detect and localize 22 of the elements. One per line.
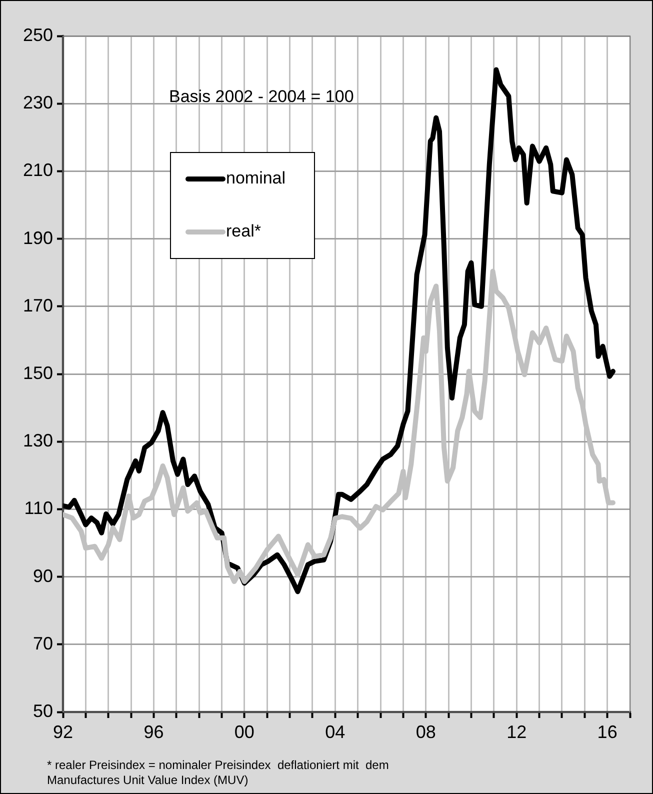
x-tick-label: 96 — [144, 722, 164, 742]
y-tick-label: 110 — [24, 498, 53, 518]
annotation: Basis 2002 - 2004 = 100 — [169, 87, 354, 107]
y-tick-label: 90 — [32, 566, 53, 586]
x-tick-label: 92 — [52, 722, 74, 742]
x-tick-label: 12 — [506, 722, 527, 742]
y-tick-label: 230 — [22, 92, 53, 113]
y-tick-label: 50 — [32, 700, 53, 721]
y-tick-label: 150 — [22, 362, 53, 383]
y-tick-label: 70 — [32, 633, 53, 654]
x-tick-label: 08 — [416, 722, 436, 742]
y-tick-label: 170 — [22, 295, 53, 316]
y-tick-label: 130 — [22, 430, 53, 451]
text: * realer Preisindex = nominaler Preisindex deflationiert mit dem Manufactures Unit Value Index (MUV) — [47, 758, 390, 788]
legend-label: real* — [226, 222, 262, 241]
legend-label: nominal — [226, 168, 286, 188]
y-tick-label: 190 — [22, 228, 53, 248]
x-tick-label: 00 — [234, 722, 254, 742]
x-tick-label: 16 — [597, 722, 618, 742]
y-tick-label: 250 — [22, 24, 53, 45]
y-tick-label: 210 — [22, 160, 53, 180]
x-tick-label: 04 — [325, 722, 346, 742]
